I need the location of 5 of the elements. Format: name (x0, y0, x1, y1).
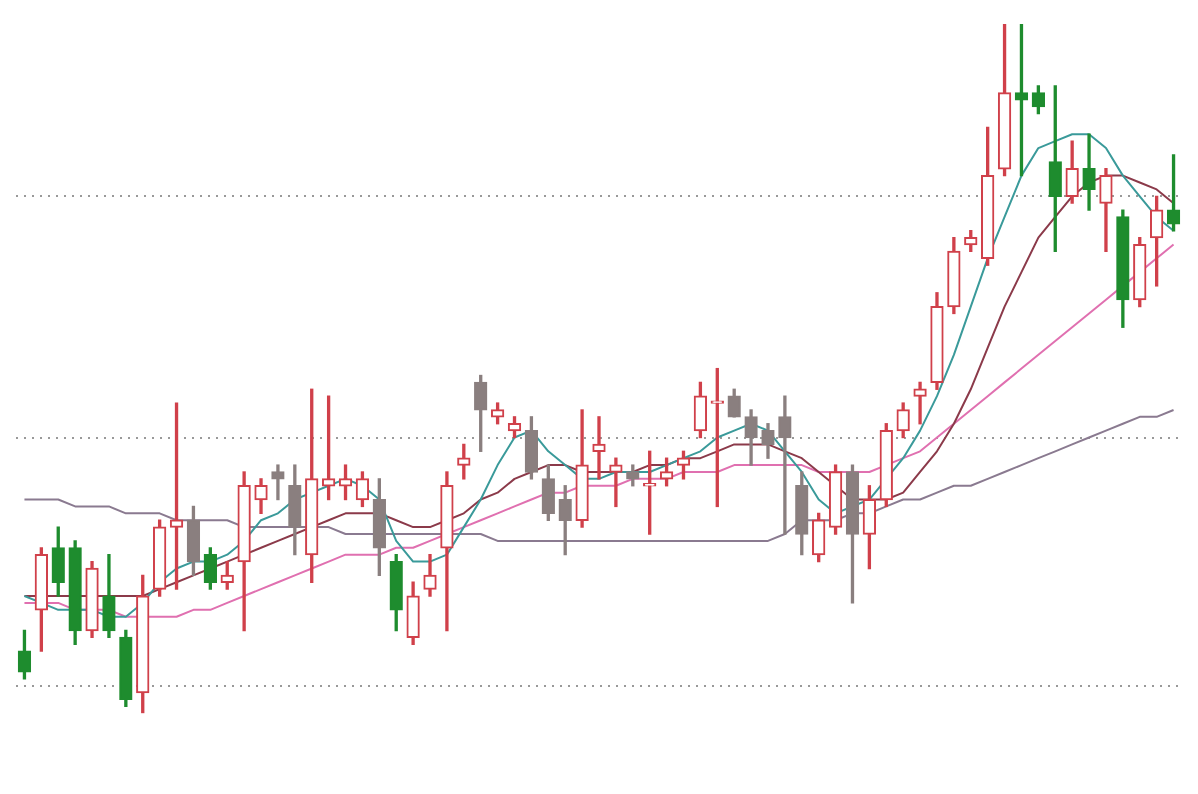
candlestick (592, 416, 606, 480)
candlestick (778, 395, 792, 535)
candlestick (609, 457, 623, 508)
candlestick (913, 381, 927, 425)
candlestick (271, 464, 285, 501)
